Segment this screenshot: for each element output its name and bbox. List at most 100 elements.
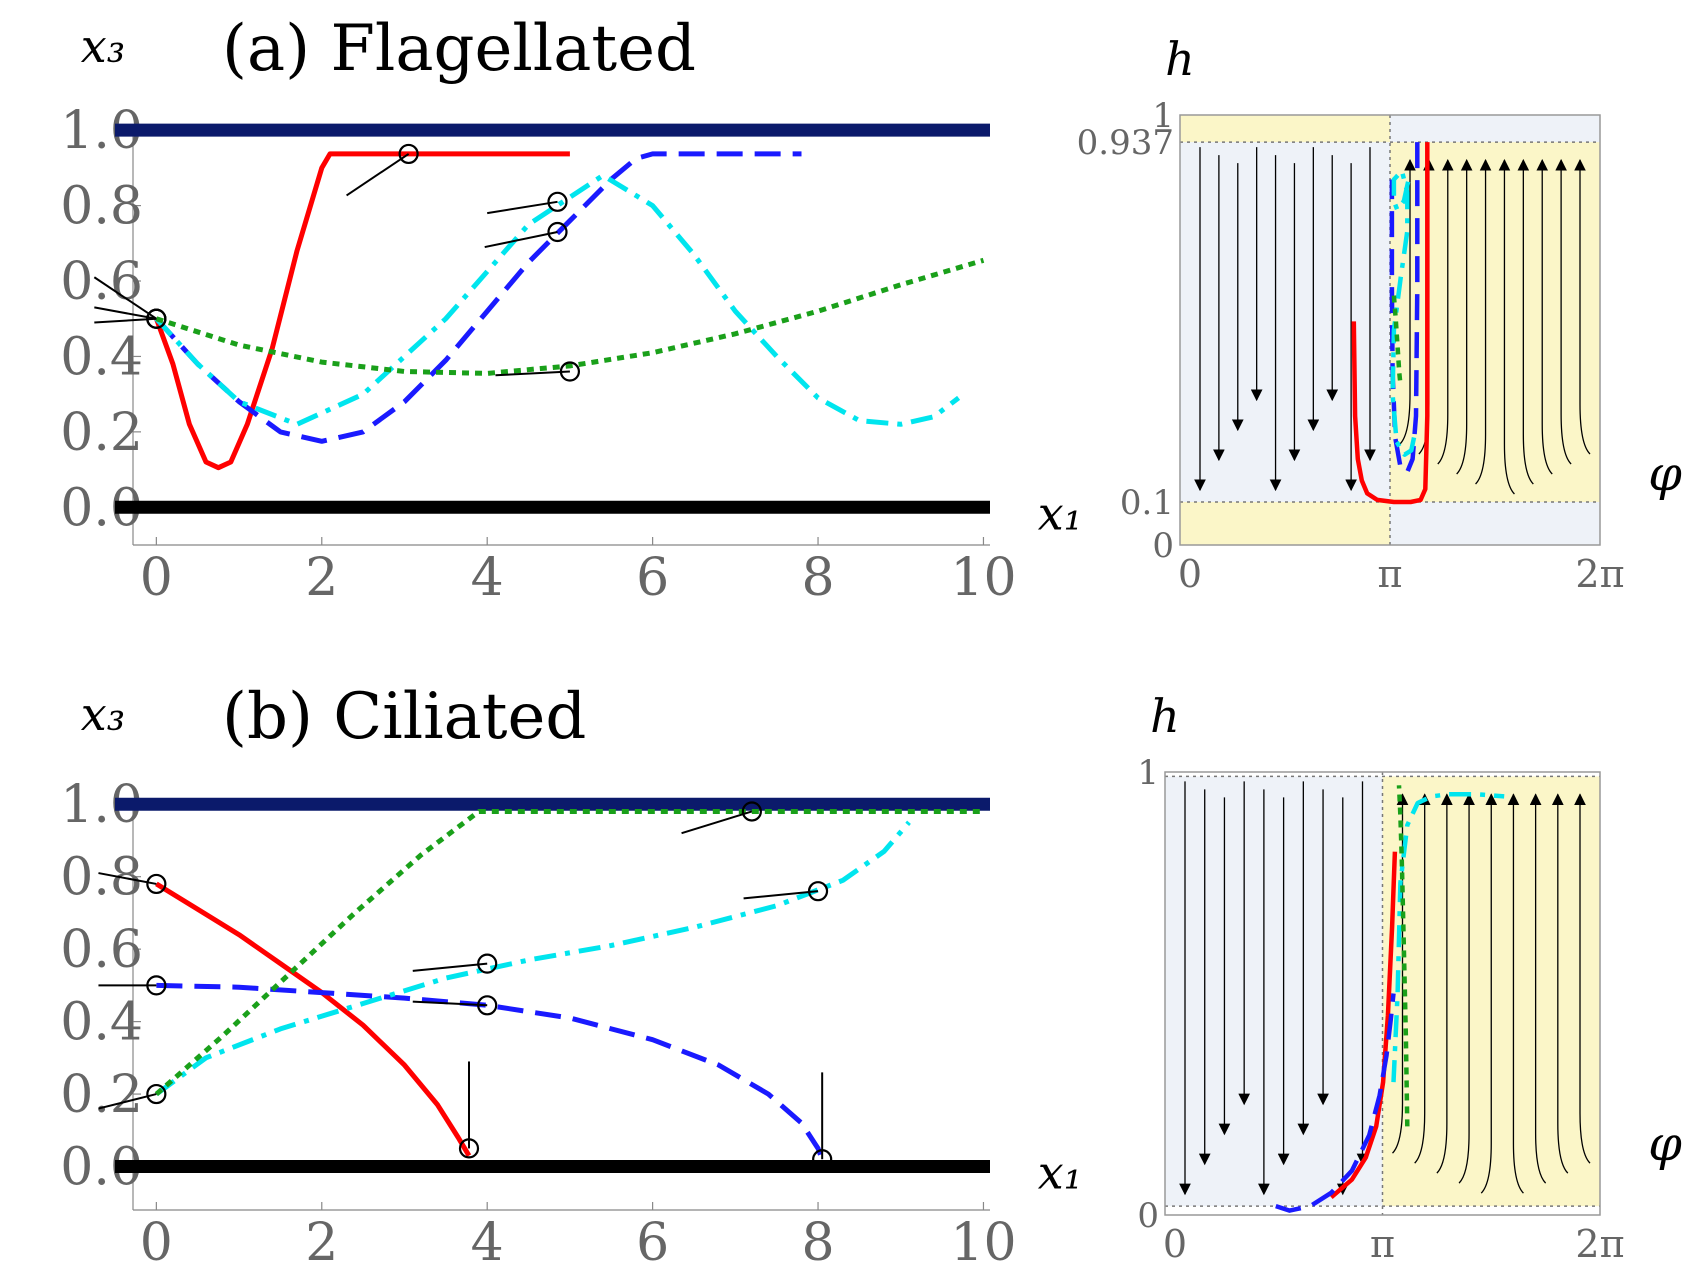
streamline-up xyxy=(1574,793,1591,1164)
phase-series-blue-line xyxy=(1275,993,1396,1213)
series-blue-line xyxy=(154,151,802,444)
x-tick-label: 6 xyxy=(636,548,669,608)
streamline-up xyxy=(1458,793,1475,1184)
streamline-up xyxy=(1456,158,1473,475)
x-axis-label: φ xyxy=(1648,1116,1682,1172)
swimmer-marker xyxy=(741,801,762,822)
swimmer-marker xyxy=(547,191,568,212)
phase-series-red-line xyxy=(1329,851,1398,1200)
y-tick-label: 1 xyxy=(1152,96,1174,136)
streamline-up xyxy=(1414,793,1431,1164)
region-down-shade xyxy=(1165,776,1383,1207)
series-cyan-line xyxy=(154,820,911,1097)
swimmer-marker xyxy=(458,1138,480,1159)
y-tick-label: 0.4 xyxy=(60,993,143,1053)
streamline-up xyxy=(1392,793,1409,1154)
swimmer-marker xyxy=(559,361,581,382)
swimmer-marker xyxy=(547,221,568,243)
x-tick-label: 2 xyxy=(305,1213,338,1273)
x-tick-label: 4 xyxy=(471,1213,504,1273)
y-tick-label: 0.8 xyxy=(60,177,143,237)
phase-series-red-line xyxy=(1351,142,1430,505)
x-tick-label: 0 xyxy=(140,1213,173,1273)
x-tick-label: 0 xyxy=(1178,552,1202,596)
x-tick-label: 0 xyxy=(140,548,173,608)
region-up-shade xyxy=(1389,142,1600,502)
streamline-up xyxy=(1498,158,1515,495)
streamline-up xyxy=(1436,793,1453,1174)
orientation-stick xyxy=(681,810,753,835)
x-tick-label: 2π xyxy=(1575,552,1624,596)
x-axis-label: x₁ xyxy=(1038,486,1082,540)
x-tick-label: π xyxy=(1370,1222,1395,1266)
y-axis-label: x₃ xyxy=(81,19,125,73)
x-tick-label: 2 xyxy=(305,548,338,608)
streamline-up xyxy=(1475,158,1492,485)
streamline-up xyxy=(1480,793,1498,1194)
orientation-stick xyxy=(346,153,410,197)
swimmer-marker xyxy=(398,143,419,165)
streamline-up xyxy=(1399,158,1416,445)
phase-series-cyan-line xyxy=(1391,791,1505,1083)
swimmer-marker xyxy=(146,308,167,329)
y-axis-label: x₃ xyxy=(81,687,125,741)
x-tick-label: 4 xyxy=(471,548,504,608)
y-axis-label: h xyxy=(1150,689,1180,743)
streamline-up xyxy=(1574,158,1591,455)
orientation-stick xyxy=(94,306,157,320)
swimmer-marker xyxy=(807,881,829,902)
series-green-line xyxy=(154,809,984,1096)
phase-frame xyxy=(1164,771,1601,1216)
swimmer-marker xyxy=(146,873,167,895)
orientation-stick xyxy=(93,276,157,320)
x-axis-label: φ xyxy=(1648,446,1682,502)
series-cyan-line xyxy=(154,172,961,427)
panel-b-phase-plot: 0 π 2π 0 1 h φ xyxy=(1137,689,1682,1266)
x-tick-label: 6 xyxy=(636,1213,669,1273)
y-axis-label: h xyxy=(1165,32,1195,86)
region-bottom-band xyxy=(1180,502,1390,545)
y-tick-label: 0.4 xyxy=(60,327,143,387)
y-tick-label: 0.2 xyxy=(60,403,143,463)
swimmer-marker xyxy=(146,975,167,996)
orientation-stick xyxy=(484,231,558,249)
y-tick-label: 0.6 xyxy=(60,920,143,980)
phase-series-cyan-line xyxy=(1390,168,1417,457)
y-tick-label: 0.8 xyxy=(60,848,143,908)
streamline-up xyxy=(1437,158,1454,465)
series-blue-line xyxy=(156,982,825,1161)
x-tick-label: 8 xyxy=(801,548,834,608)
streamline-up xyxy=(1507,793,1524,1194)
phase-series-green-line xyxy=(1396,785,1410,1127)
orientation-stick xyxy=(94,317,157,324)
x-tick-label: 10 xyxy=(950,1213,1016,1273)
swimmer-marker xyxy=(477,953,498,974)
streamline-up xyxy=(1551,793,1569,1174)
region-bottom-band xyxy=(1389,502,1600,545)
panel-a-title: (a) Flagellated xyxy=(222,12,696,86)
x-tick-label: 0 xyxy=(1163,1222,1187,1266)
y-tick-label: 0.2 xyxy=(60,1065,143,1125)
orientation-stick xyxy=(743,890,819,900)
series-green-line xyxy=(155,257,985,376)
phase-frame xyxy=(1179,114,1601,546)
series-red-line xyxy=(154,151,570,471)
streamline-up xyxy=(1555,158,1572,465)
streamline-up xyxy=(1517,158,1534,485)
x-tick-label: 8 xyxy=(801,1213,834,1273)
swimmer-marker xyxy=(146,1083,167,1105)
y-tick-label: 0.1 xyxy=(1120,483,1174,523)
y-tick-label: 1 xyxy=(1137,753,1159,793)
orientation-stick xyxy=(495,370,570,377)
x-axis-label: x₁ xyxy=(1038,1146,1082,1200)
region-top-band xyxy=(1389,115,1600,143)
orientation-stick xyxy=(412,1000,488,1007)
series-red-line xyxy=(155,881,472,1157)
swimmer-marker xyxy=(477,995,498,1016)
y-tick-label: 0 xyxy=(1137,1196,1159,1236)
y-tick-label: 0 xyxy=(1152,526,1174,566)
